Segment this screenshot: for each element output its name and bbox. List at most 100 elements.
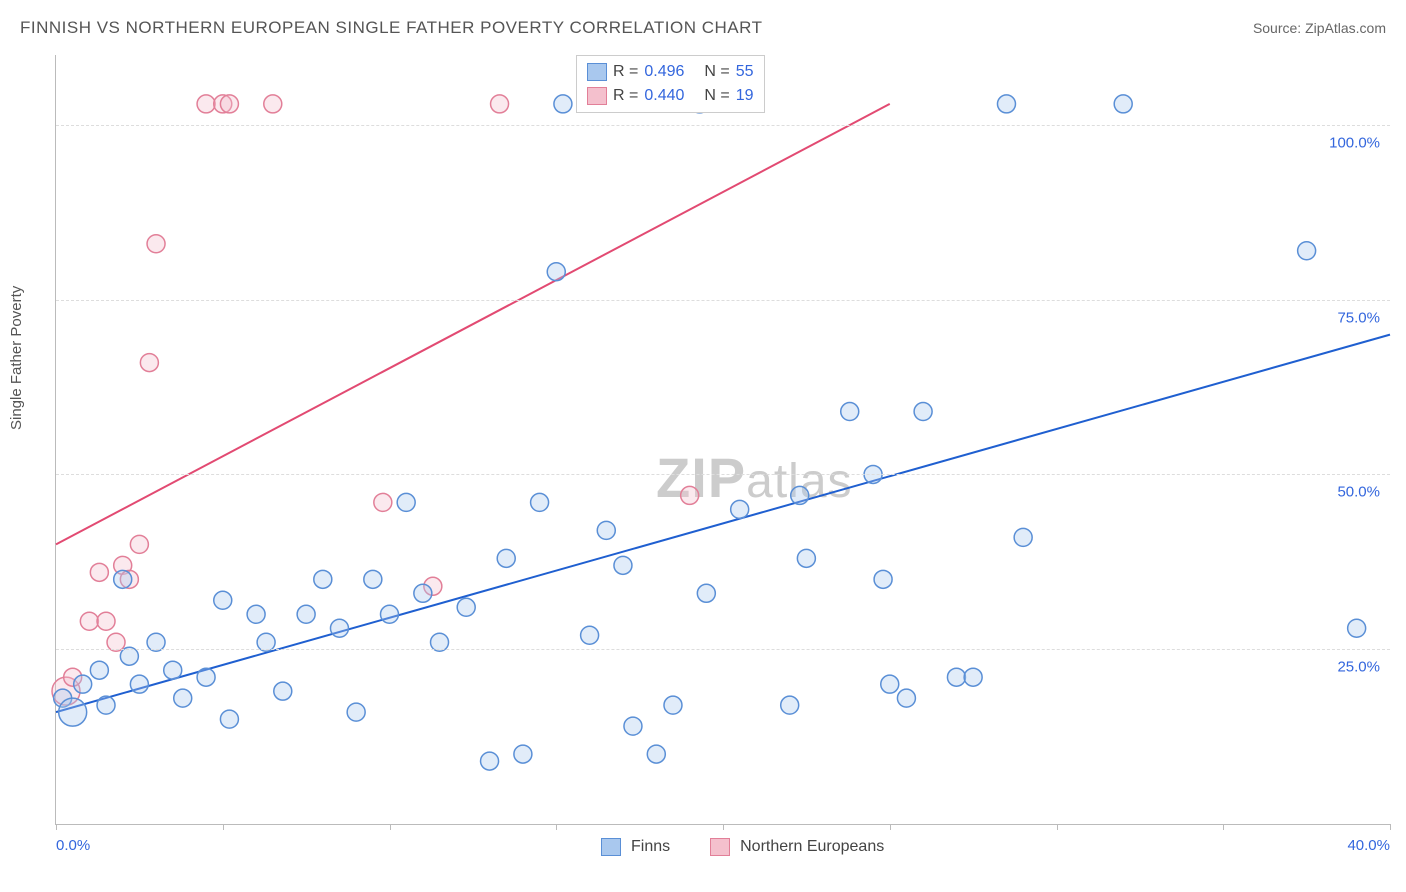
data-point [59, 698, 87, 726]
data-point [274, 682, 292, 700]
y-tick-label: 100.0% [1329, 134, 1380, 151]
data-point [547, 263, 565, 281]
x-tick-label: 0.0% [56, 837, 90, 854]
x-tick [1390, 824, 1391, 830]
data-point [1348, 619, 1366, 637]
data-point [681, 486, 699, 504]
data-point [164, 661, 182, 679]
data-point [664, 696, 682, 714]
swatch-ne [587, 87, 607, 105]
data-point [90, 661, 108, 679]
series-label-ne: Northern Europeans [740, 838, 884, 856]
x-tick [223, 824, 224, 830]
swatch-finns [587, 63, 607, 81]
x-tick [1057, 824, 1058, 830]
gridline [56, 125, 1390, 126]
data-point [197, 668, 215, 686]
y-tick-label: 50.0% [1337, 484, 1380, 501]
data-point [964, 668, 982, 686]
n-value-finns: 55 [736, 60, 754, 84]
x-tick [556, 824, 557, 830]
data-point [457, 598, 475, 616]
stats-row-finns: R = 0.496 N = 55 [587, 60, 754, 84]
data-point [881, 675, 899, 693]
data-point [491, 95, 509, 113]
data-point [481, 752, 499, 770]
plot-area: ZIPatlas R = 0.496 N = 55 R = 0.440 N = … [55, 55, 1390, 825]
data-point [214, 591, 232, 609]
data-point [74, 675, 92, 693]
data-point [147, 235, 165, 253]
n-label-2: N = [704, 84, 729, 108]
header-row: FINNISH VS NORTHERN EUROPEAN SINGLE FATH… [20, 18, 1386, 38]
chart-title: FINNISH VS NORTHERN EUROPEAN SINGLE FATH… [20, 18, 762, 38]
x-tick-label: 40.0% [1347, 837, 1390, 854]
x-tick [56, 824, 57, 830]
y-tick-label: 75.0% [1337, 309, 1380, 326]
series-legend: Finns Northern Europeans [601, 838, 884, 856]
data-point [197, 95, 215, 113]
n-label: N = [704, 60, 729, 84]
data-point [731, 500, 749, 518]
data-point [581, 626, 599, 644]
data-point [514, 745, 532, 763]
data-point [414, 584, 432, 602]
data-point [791, 486, 809, 504]
data-point [97, 696, 115, 714]
data-point [130, 675, 148, 693]
data-point [554, 95, 572, 113]
n-value-ne: 19 [736, 84, 754, 108]
data-point [264, 95, 282, 113]
data-point [531, 493, 549, 511]
data-point [647, 745, 665, 763]
swatch-finns-2 [601, 838, 621, 856]
r-value-ne: 0.440 [644, 84, 684, 108]
data-point [347, 703, 365, 721]
data-point [114, 570, 132, 588]
data-point [80, 612, 98, 630]
data-point [1014, 528, 1032, 546]
data-point [140, 354, 158, 372]
x-tick [390, 824, 391, 830]
data-point [247, 605, 265, 623]
data-point [397, 493, 415, 511]
data-point [947, 668, 965, 686]
y-axis-title: Single Father Poverty [8, 286, 25, 430]
data-point [220, 710, 238, 728]
r-value-finns: 0.496 [644, 60, 684, 84]
series-label-finns: Finns [631, 838, 670, 856]
x-tick [723, 824, 724, 830]
data-point [364, 570, 382, 588]
stats-row-ne: R = 0.440 N = 19 [587, 84, 754, 108]
x-tick [1223, 824, 1224, 830]
gridline [56, 300, 1390, 301]
data-point [97, 612, 115, 630]
r-label: R = [613, 60, 638, 84]
r-label-2: R = [613, 84, 638, 108]
data-point [314, 570, 332, 588]
data-point [914, 403, 932, 421]
data-point [1114, 95, 1132, 113]
data-point [1298, 242, 1316, 260]
data-point [797, 549, 815, 567]
data-point [841, 403, 859, 421]
data-point [614, 556, 632, 574]
stats-legend: R = 0.496 N = 55 R = 0.440 N = 19 [576, 55, 765, 113]
data-point [597, 521, 615, 539]
trend-line [56, 335, 1390, 713]
swatch-ne-2 [710, 838, 730, 856]
gridline [56, 474, 1390, 475]
data-point [130, 535, 148, 553]
data-point [897, 689, 915, 707]
data-point [497, 549, 515, 567]
plot-svg [56, 55, 1390, 824]
gridline [56, 649, 1390, 650]
x-tick [890, 824, 891, 830]
data-point [874, 570, 892, 588]
data-point [220, 95, 238, 113]
data-point [624, 717, 642, 735]
data-point [330, 619, 348, 637]
source-label: Source: ZipAtlas.com [1253, 20, 1386, 36]
data-point [781, 696, 799, 714]
trend-line [56, 104, 890, 544]
